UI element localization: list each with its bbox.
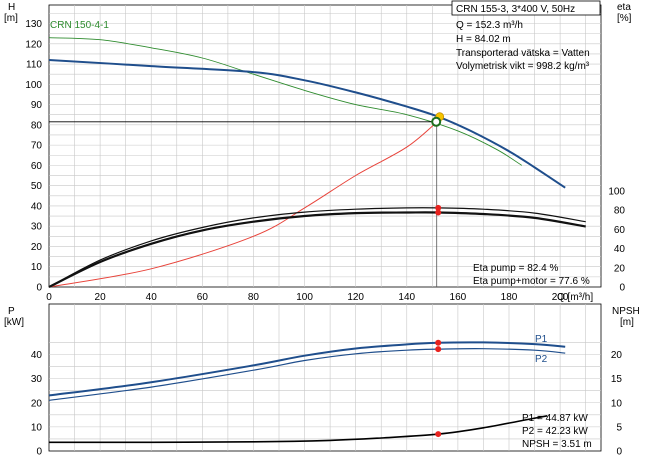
p2-series-label: P2 xyxy=(535,354,548,365)
info-box-title-frame xyxy=(451,0,601,16)
compare-curve-label: CRN 150-4-1 xyxy=(50,20,109,31)
efficiency-curve xyxy=(48,120,439,288)
bottom-y2label: NPSH xyxy=(612,306,640,317)
eta-total-curve xyxy=(48,211,586,288)
info-q: Q = 152.3 m³/h xyxy=(456,20,523,31)
h-tick-label: 110 xyxy=(26,60,42,71)
info-density: Volymetrisk vikt = 998.2 kg/m³ xyxy=(456,61,590,72)
q-tick-label: 160 xyxy=(450,292,467,303)
tick-labels: 0102030405060708090100110120130020406080… xyxy=(25,19,625,458)
p-tick-label: 0 xyxy=(36,447,42,458)
p-tick-label: 40 xyxy=(31,350,43,361)
bottom-ylabel: P xyxy=(8,306,15,317)
p2-value-text: P2 = 42.23 kW xyxy=(522,426,588,437)
q-tick-label: 80 xyxy=(248,292,260,303)
bottom-yunit: [kW] xyxy=(4,317,24,328)
info-title: CRN 155-3, 3*400 V, 50Hz xyxy=(456,4,575,15)
npsh-tick-label: 5 xyxy=(616,422,622,433)
top-y2unit: [%] xyxy=(617,13,632,24)
h-tick-label: 20 xyxy=(31,242,43,253)
p-tick-label: 10 xyxy=(31,422,43,433)
p-tick-label: 20 xyxy=(31,398,43,409)
h-tick-label: 50 xyxy=(31,181,43,192)
eta-pump-text: Eta pump = 82.4 % xyxy=(473,263,558,274)
bottom-grid xyxy=(48,303,602,452)
top-yunit: [m] xyxy=(4,13,18,24)
x-axis-label: Q [m³/h] xyxy=(557,292,593,303)
p1-value-text: P1 = 44.87 kW xyxy=(522,413,588,424)
eta-pump-curve xyxy=(48,207,586,288)
h-tick-label: 40 xyxy=(31,201,43,212)
q-tick-label: 0 xyxy=(46,292,52,303)
q-tick-label: 200 xyxy=(552,292,569,303)
eta-tick-label: 100 xyxy=(608,187,625,198)
q-tick-label: 120 xyxy=(347,292,364,303)
p1-series-label: P1 xyxy=(535,334,548,345)
eta-tick-label: 20 xyxy=(614,263,626,274)
compare-curve xyxy=(48,37,523,166)
p2-curve xyxy=(48,348,566,401)
q-tick-label: 180 xyxy=(501,292,518,303)
npsh-tick-label: 0 xyxy=(616,447,622,458)
bottom-plot-frame xyxy=(48,303,602,452)
p-tick-label: 30 xyxy=(31,374,43,385)
top-plot-frame xyxy=(48,4,602,288)
h-tick-label: 70 xyxy=(31,141,43,152)
info-liquid: Transporterad vätska = Vatten xyxy=(456,48,590,59)
npsh-value-text: NPSH = 3.51 m xyxy=(522,439,592,450)
eta-total-marker xyxy=(435,209,442,216)
q-tick-label: 100 xyxy=(296,292,313,303)
top-y2label: eta xyxy=(617,2,631,13)
npsh-tick-label: 20 xyxy=(611,350,623,361)
h-tick-label: 120 xyxy=(25,39,42,50)
q-tick-label: 140 xyxy=(398,292,415,303)
npsh-tick-label: 15 xyxy=(611,374,623,385)
eta-tick-label: 80 xyxy=(614,206,626,217)
curves-layer xyxy=(48,37,586,444)
h-tick-label: 130 xyxy=(25,19,42,30)
h-tick-label: 30 xyxy=(31,222,43,233)
top-ylabel: H xyxy=(8,2,15,13)
info-h: H = 84.02 m xyxy=(456,34,511,45)
q-tick-label: 60 xyxy=(197,292,209,303)
h-tick-label: 10 xyxy=(31,262,43,273)
npsh-marker xyxy=(435,431,442,438)
eta-tick-label: 60 xyxy=(614,225,626,236)
h-tick-label: 100 xyxy=(25,80,42,91)
q-tick-label: 20 xyxy=(95,292,107,303)
head-curve xyxy=(48,59,566,189)
h-tick-label: 0 xyxy=(36,283,42,294)
p1-marker xyxy=(435,339,442,346)
eta-pump-marker xyxy=(435,204,442,211)
q-tick-label: 40 xyxy=(146,292,158,303)
p2-marker xyxy=(435,346,442,353)
eta-total-text: Eta pump+motor = 77.6 % xyxy=(473,276,590,287)
npsh-curve xyxy=(48,415,548,444)
h-tick-label: 80 xyxy=(31,120,43,131)
p1-curve xyxy=(48,341,566,397)
compare-point-marker xyxy=(431,116,442,127)
bottom-y2unit: [m] xyxy=(620,317,634,328)
eta-tick-label: 0 xyxy=(619,283,625,294)
npsh-tick-label: 10 xyxy=(611,398,623,409)
top-grid xyxy=(48,4,602,288)
h-tick-label: 90 xyxy=(31,100,43,111)
h-tick-label: 60 xyxy=(31,161,43,172)
eta-tick-label: 40 xyxy=(614,244,626,255)
